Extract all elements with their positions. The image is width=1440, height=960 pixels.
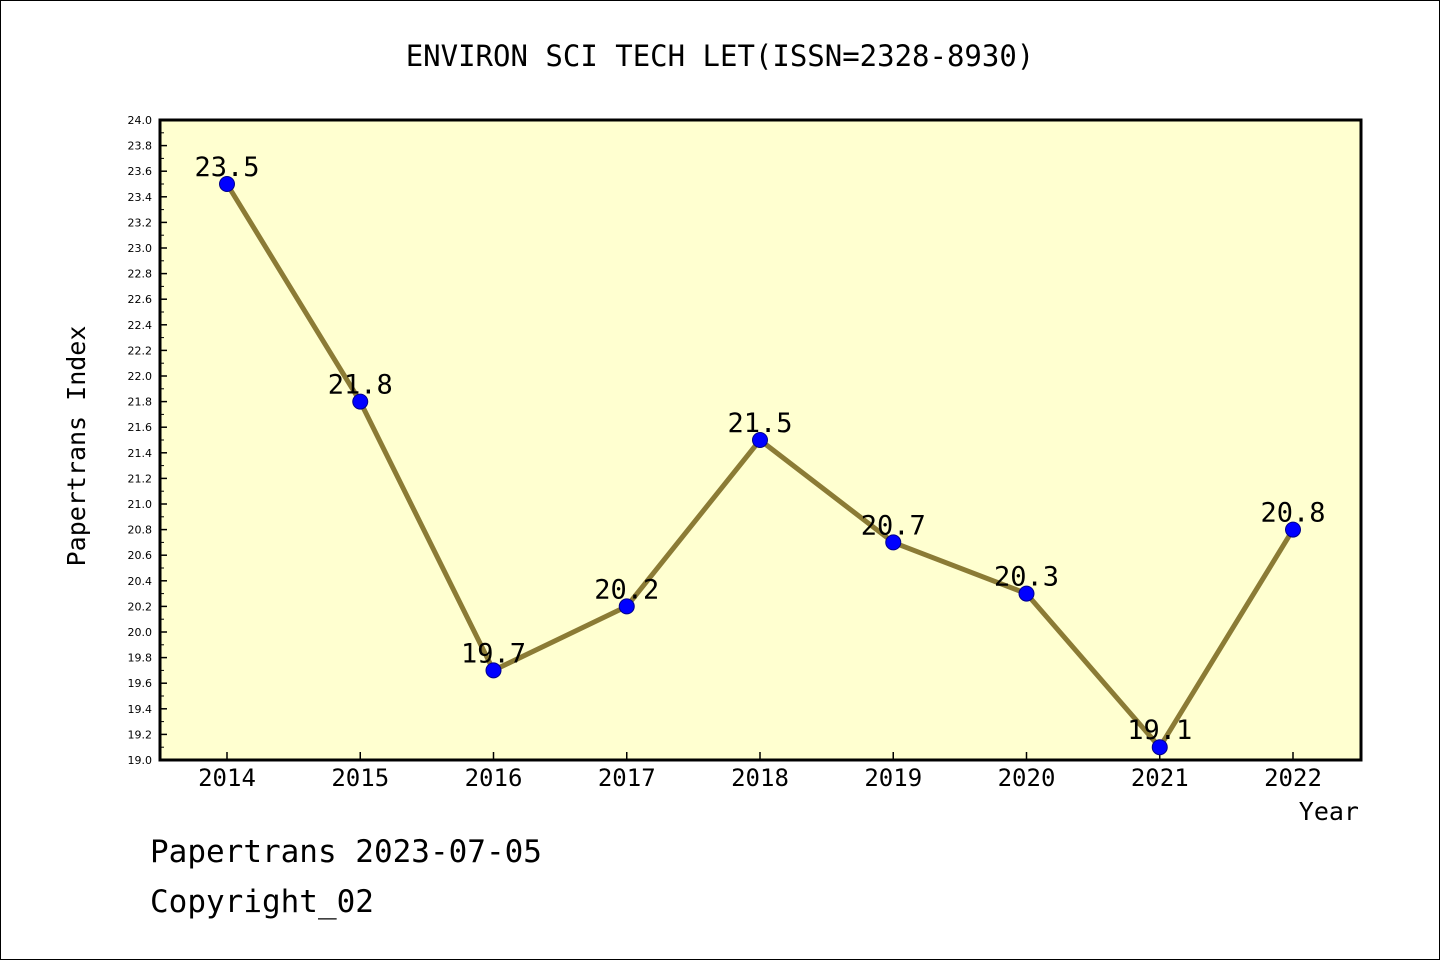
x-axis: 2014 2015 2016 2017 2018 2019 2020 2021 2022 bbox=[198, 752, 1322, 792]
data-point bbox=[752, 432, 768, 448]
footer-copyright: Copyright_02 bbox=[150, 884, 374, 920]
y-tick-label: 19.8 bbox=[128, 652, 153, 665]
data-point bbox=[219, 176, 235, 192]
y-tick-label: 22.2 bbox=[128, 344, 153, 357]
data-label-layer: 23.5 21.8 19.7 20.2 21.5 20.7 20.3 19.1 20.8 bbox=[194, 152, 1325, 746]
data-label: 20.3 bbox=[994, 562, 1059, 593]
x-tick-label: 2019 bbox=[864, 764, 922, 792]
x-tick-label: 2020 bbox=[998, 764, 1056, 792]
y-tick-label: 19.2 bbox=[128, 728, 153, 741]
y-tick-label: 22.8 bbox=[128, 268, 153, 281]
y-tick-label: 22.4 bbox=[128, 319, 153, 332]
y-tick-label: 21.2 bbox=[128, 472, 153, 485]
x-tick-label: 2018 bbox=[731, 764, 789, 792]
y-tick-label: 23.4 bbox=[128, 191, 153, 204]
y-tick-label: 20.6 bbox=[128, 549, 153, 562]
x-axis-label: Year bbox=[1299, 797, 1359, 826]
y-tick-label: 23.8 bbox=[128, 140, 153, 153]
x-tick-label: 2016 bbox=[465, 764, 523, 792]
y-tick-label: 23.0 bbox=[128, 242, 153, 255]
data-label: 20.2 bbox=[594, 574, 659, 605]
y-axis: 19.0 19.2 19.4 19.6 19.8 20.0 20.2 20.4 20.6 20.8… bbox=[128, 114, 167, 767]
x-tick-label: 2017 bbox=[598, 764, 656, 792]
y-tick-label: 21.8 bbox=[128, 396, 153, 409]
data-point bbox=[1018, 585, 1035, 602]
footer-date: Papertrans 2023-07-05 bbox=[150, 834, 542, 870]
data-point bbox=[485, 662, 502, 679]
data-label: 23.5 bbox=[194, 152, 259, 183]
y-tick-label: 22.6 bbox=[128, 293, 153, 306]
data-point bbox=[1151, 739, 1168, 756]
y-tick-label: 21.0 bbox=[128, 498, 153, 511]
data-label: 21.8 bbox=[328, 370, 393, 401]
y-tick-label: 20.8 bbox=[128, 524, 153, 537]
y-axis-label: Papertrans Index bbox=[62, 326, 91, 567]
data-point bbox=[618, 598, 635, 615]
x-tick-label: 2014 bbox=[198, 764, 256, 792]
y-tick-label: 20.4 bbox=[128, 575, 153, 588]
data-label: 21.5 bbox=[727, 408, 792, 439]
data-label: 19.7 bbox=[461, 638, 526, 669]
data-point bbox=[352, 393, 369, 410]
y-tick-label: 20.0 bbox=[128, 626, 153, 639]
data-point bbox=[885, 534, 902, 551]
data-point bbox=[1285, 521, 1301, 538]
y-tick-label: 22.0 bbox=[128, 370, 153, 383]
x-tick-label: 2021 bbox=[1131, 764, 1189, 792]
x-tick-label: 2015 bbox=[331, 764, 389, 792]
marker-layer bbox=[219, 176, 1301, 756]
x-tick-label: 2022 bbox=[1264, 764, 1322, 792]
y-tick-label: 23.6 bbox=[128, 165, 153, 178]
data-label: 19.1 bbox=[1127, 715, 1192, 746]
data-label: 20.8 bbox=[1260, 498, 1325, 529]
y-tick-label: 19.4 bbox=[128, 703, 153, 716]
y-tick-label: 20.2 bbox=[128, 600, 153, 613]
y-tick-label: 23.2 bbox=[128, 216, 153, 229]
data-label: 20.7 bbox=[861, 510, 926, 541]
y-tick-label: 19.6 bbox=[128, 677, 153, 690]
y-tick-label: 21.4 bbox=[128, 447, 153, 460]
chart-title: ENVIRON SCI TECH LET(ISSN=2328-8930) bbox=[406, 39, 1035, 73]
y-tick-label: 24.0 bbox=[128, 114, 153, 127]
y-tick-label: 21.6 bbox=[128, 421, 153, 434]
y-tick-label: 19.0 bbox=[128, 754, 153, 767]
